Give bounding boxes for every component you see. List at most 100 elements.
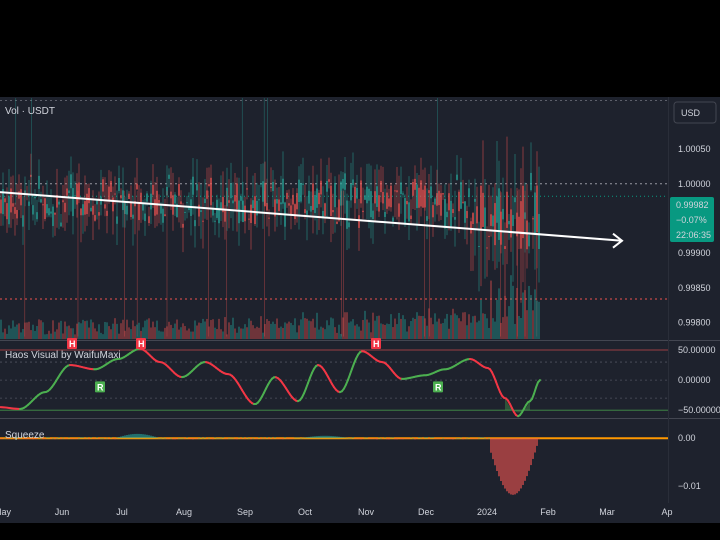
- squeeze-bar: [416, 438, 418, 439]
- volume-bar: [36, 326, 38, 339]
- volume-bar: [22, 329, 24, 339]
- candle-body: [8, 196, 10, 225]
- volume-bar: [296, 332, 298, 339]
- high-marker: H: [371, 338, 381, 350]
- candle-body: [438, 190, 440, 206]
- volume-bar: [322, 327, 324, 339]
- volume-bar: [254, 328, 256, 339]
- candle-body: [376, 186, 378, 207]
- currency-button[interactable]: USD: [673, 101, 717, 124]
- volume-bar: [28, 321, 30, 339]
- squeeze-bar: [290, 438, 292, 439]
- candle-body: [108, 186, 110, 201]
- volume-bar: [58, 322, 60, 339]
- candle-body: [334, 182, 336, 208]
- squeeze-bar: [182, 437, 184, 439]
- volume-bar: [392, 327, 394, 339]
- squeeze-bar: [270, 437, 272, 439]
- candle-body: [420, 180, 422, 207]
- volume-bar: [120, 323, 122, 339]
- candle-body: [378, 195, 380, 212]
- squeeze-bar: [538, 438, 540, 440]
- squeeze-bar: [532, 438, 534, 459]
- volume-bar: [380, 323, 382, 339]
- squeeze-bar: [52, 438, 54, 439]
- candle-body: [234, 195, 236, 202]
- volume-bar: [408, 326, 410, 339]
- volume-bar: [394, 318, 396, 339]
- volume-bar: [490, 280, 492, 339]
- squeeze-bar: [34, 438, 36, 440]
- squeeze-bar: [194, 438, 196, 439]
- candle-body: [466, 211, 468, 219]
- candle-body: [330, 185, 332, 217]
- squeeze-bar: [168, 438, 170, 439]
- candle-body: [298, 179, 300, 202]
- squeeze-bar: [22, 438, 24, 439]
- candle-body: [146, 193, 148, 202]
- volume-bar: [78, 322, 80, 339]
- candle-body: [156, 190, 158, 215]
- candle-body: [360, 180, 362, 204]
- candle-body: [54, 212, 56, 215]
- volume-bar: [518, 315, 520, 339]
- candle-body: [42, 204, 44, 206]
- squeeze-bar: [26, 438, 28, 440]
- squeeze-bar: [372, 438, 374, 439]
- volume-bar: [72, 328, 74, 339]
- candle-body: [354, 186, 356, 204]
- candle-body: [94, 215, 96, 221]
- candle-body: [32, 205, 34, 215]
- squeeze-bar: [110, 437, 112, 439]
- candle-body: [462, 201, 464, 203]
- squeeze-bar: [424, 437, 426, 439]
- candle-body: [206, 190, 208, 199]
- squeeze-bar: [302, 437, 304, 439]
- squeeze-bar: [120, 436, 122, 439]
- volume-bar: [456, 315, 458, 339]
- squeeze-bar: [76, 438, 78, 439]
- squeeze-bar: [362, 438, 364, 439]
- squeeze-bar: [436, 438, 438, 439]
- volume-bar: [284, 322, 286, 339]
- volume-bar: [118, 333, 120, 339]
- squeeze-bar: [224, 438, 226, 439]
- squeeze-tick-label: −0.01: [678, 481, 701, 491]
- volume-bar: [334, 327, 336, 339]
- squeeze-bar: [146, 434, 148, 439]
- squeeze-pane[interactable]: [0, 419, 668, 503]
- candle-body: [306, 210, 308, 215]
- candle-body: [256, 200, 258, 216]
- volume-bar: [320, 326, 322, 339]
- candle-body: [46, 204, 48, 214]
- candle-body: [112, 197, 114, 212]
- volume-bar: [448, 328, 450, 339]
- marker-box: [95, 381, 105, 393]
- volume-bar: [292, 325, 294, 339]
- squeeze-bar: [440, 438, 442, 439]
- volume-bar: [496, 299, 498, 339]
- volume-bar: [192, 331, 194, 339]
- marker-label: H: [373, 339, 380, 349]
- trendline[interactable]: [0, 191, 623, 242]
- candle-body: [178, 184, 180, 196]
- volume-bar: [492, 318, 494, 339]
- volume-bar: [152, 321, 154, 339]
- volume-bar: [160, 331, 162, 339]
- candle-body: [14, 207, 16, 214]
- candle-body: [220, 202, 222, 210]
- candle-body: [480, 185, 482, 231]
- volume-bar: [520, 317, 522, 339]
- squeeze-bar: [152, 436, 154, 439]
- volume-bar: [48, 330, 50, 339]
- squeeze-bar: [262, 437, 264, 439]
- oscillator-pane[interactable]: [0, 341, 668, 418]
- volume-bar: [216, 329, 218, 339]
- squeeze-bar: [490, 438, 492, 453]
- volume-bar: [494, 321, 496, 339]
- squeeze-bar: [444, 438, 446, 440]
- squeeze-bar: [502, 438, 504, 486]
- volume-bar: [60, 320, 62, 339]
